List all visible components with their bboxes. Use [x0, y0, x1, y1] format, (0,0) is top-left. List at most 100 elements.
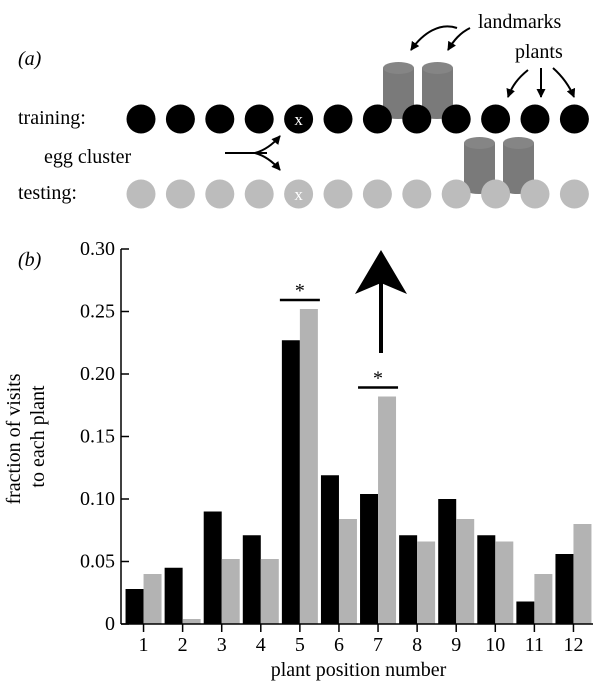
plant-circle: [520, 179, 550, 209]
big-arrow-head: [355, 250, 407, 294]
plant-circle: [481, 104, 511, 134]
x-tick-label: 6: [334, 634, 344, 656]
plant-circle: [441, 179, 471, 209]
bar: [360, 494, 379, 624]
bar: [143, 574, 162, 624]
landmark-cylinder-top: [503, 137, 534, 149]
x-axis-label: plant position number: [271, 659, 447, 681]
plant-circle: [559, 179, 589, 209]
x-tick-label: 11: [525, 634, 544, 656]
y-tick-label: 0.25: [80, 301, 115, 323]
plant-circle: [402, 104, 432, 134]
y-axis-label-line: fraction of visits: [3, 373, 25, 504]
plant-circle: [244, 104, 274, 134]
bar: [438, 499, 457, 624]
significance-asterisk: *: [295, 280, 305, 302]
bar: [456, 519, 475, 624]
y-tick-label: 0.30: [80, 238, 115, 260]
panel-a: (a) training: testing: x x landmarks pla…: [18, 11, 589, 209]
y-tick-label: 0.20: [80, 363, 115, 385]
plant-circle: [165, 104, 195, 134]
significance-asterisk: *: [373, 368, 383, 390]
testing-landmarks: [464, 137, 534, 194]
bar: [182, 619, 201, 624]
plant-arrow: [506, 69, 529, 98]
significance-markers: **: [279, 280, 399, 390]
x-tick-label: 5: [295, 634, 305, 656]
landmark-cylinder-top: [464, 137, 495, 149]
bar: [164, 567, 183, 624]
plant-circle: [559, 104, 589, 134]
plant-arrow: [552, 67, 576, 98]
panel-b: (b) 00.050.100.150.200.250.301 2 3 4 5 6 7 8 9 10…: [3, 238, 593, 681]
plant-circle: [402, 179, 432, 209]
plant-circle: [205, 179, 235, 209]
bar: [477, 535, 496, 624]
x-tick-label: 4: [256, 634, 266, 656]
plant-circle: [481, 179, 511, 209]
plant-circle: [165, 179, 195, 209]
plant-circle: [244, 179, 274, 209]
x-tick-label: 1: [139, 634, 149, 656]
bar: [573, 524, 592, 624]
y-tick-label: 0: [105, 613, 115, 635]
panel-b-label: (b): [18, 249, 42, 271]
plant-circle: [520, 104, 550, 134]
x-tick-label: 3: [217, 634, 227, 656]
plant-circle: [284, 179, 314, 209]
bar: [221, 559, 240, 624]
y-axis-label: fraction of visits to each plant: [3, 368, 49, 504]
plant-circle: [284, 104, 314, 134]
bar: [299, 309, 318, 624]
egg-marker: x: [294, 110, 303, 129]
bar: [495, 541, 514, 624]
bar-series: [125, 309, 592, 624]
bar: [242, 535, 261, 624]
testing-plants: x: [126, 179, 589, 209]
bar: [203, 511, 222, 624]
x-tick-label: 12: [563, 634, 583, 656]
bar: [125, 589, 144, 624]
x-tick-label: 2: [178, 634, 188, 656]
bar: [399, 535, 418, 624]
bar: [281, 340, 300, 624]
x-tick-label: 10: [485, 634, 505, 656]
bar: [417, 541, 436, 624]
training-landmarks: [383, 62, 453, 119]
plant-circle: [441, 104, 471, 134]
landmark-cylinder: [464, 143, 495, 194]
landmark-cylinder: [503, 143, 534, 194]
plant-circle: [362, 104, 392, 134]
plants-annotation: plants: [515, 41, 563, 63]
egg-cluster-annotation: egg cluster: [44, 146, 132, 168]
plant-circle: [126, 179, 156, 209]
egg-marker: x: [294, 185, 303, 204]
plant-circle: [205, 104, 235, 134]
y-tick-label: 0.05: [80, 551, 115, 573]
plant-circle: [362, 179, 392, 209]
y-axis-label-line: to each plant: [27, 385, 49, 488]
bar: [534, 574, 553, 624]
landmark-cylinder: [422, 68, 453, 119]
y-tick-label: 0.15: [80, 426, 115, 448]
landmark-cylinder-top: [422, 62, 453, 74]
chart-axes: 00.050.100.150.200.250.301 2 3 4 5 6 7 8 9 10 11 12: [80, 238, 593, 656]
landmarks-annotation: landmarks: [478, 11, 562, 33]
big-up-arrow: [355, 250, 407, 353]
x-tick-label: 9: [451, 634, 461, 656]
bar: [516, 601, 535, 624]
training-plants: x: [126, 104, 589, 134]
plant-circle: [126, 104, 156, 134]
landmark-cylinder: [383, 68, 414, 119]
annotation-arrows: [225, 25, 576, 171]
egg-cluster-arrow: [254, 152, 281, 171]
landmark-arrow: [410, 25, 458, 51]
bar: [378, 396, 397, 624]
x-tick-label: 7: [373, 634, 383, 656]
bar: [338, 519, 357, 624]
y-tick-label: 0.10: [80, 488, 115, 510]
egg-cluster-arrow: [254, 135, 281, 154]
bar: [555, 554, 574, 624]
training-row-label: training:: [18, 107, 86, 129]
